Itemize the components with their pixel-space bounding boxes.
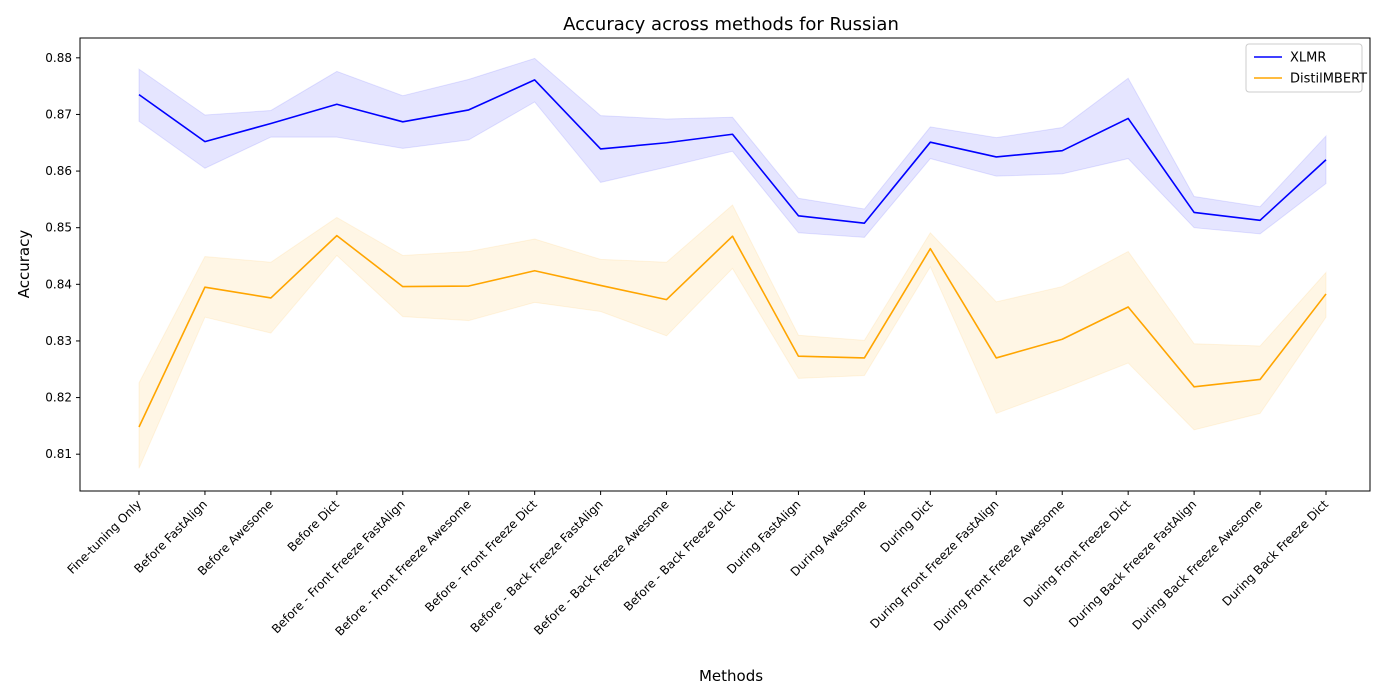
x-tick-label: During Back Freeze Dict [1219,497,1331,609]
series-line-0 [138,79,1327,224]
x-tick-label: Before - Front Freeze FastAlign [269,497,408,636]
confidence-band-0 [138,57,1327,238]
x-tick-label: During Dict [877,497,935,555]
series-lines [138,79,1327,428]
x-tick-label: Before Dict [285,497,342,554]
y-axis-title: Accuracy [15,230,33,299]
y-axis: 0.81 0.82 0.83 0.84 0.85 0.86 0.87 0.88 [45,51,80,461]
legend: XLMR DistilMBERT [1245,43,1367,93]
chart-title: Accuracy across methods for Russian [563,14,899,35]
series-line-1 [138,234,1327,428]
legend-label-1: DistilMBERT [1290,72,1367,87]
y-tick-label: 0.87 [45,107,72,121]
x-tick-label: Before - Front Freeze Dict [422,497,540,615]
confidence-band-1 [138,204,1327,469]
legend-box [1245,43,1363,93]
y-tick-label: 0.83 [45,334,72,348]
x-tick-label: During Front Freeze Awesome [931,497,1067,633]
y-tick-label: 0.85 [45,221,72,235]
y-tick-label: 0.81 [45,447,72,461]
legend-label-0: XLMR [1290,51,1326,66]
x-tick-label: During Back Freeze FastAlign [1066,497,1199,630]
x-tick-label: Before - Back Freeze Dict [621,497,738,614]
x-tick-label: During Back Freeze Awesome [1130,497,1266,633]
x-tick-label: Before - Front Freeze Awesome [332,497,473,638]
x-tick-label: Before - Back Freeze Awesome [531,497,671,637]
plot-area [79,37,1371,492]
confidence-bands [138,57,1327,469]
x-axis-title: Methods [699,667,763,685]
y-tick-label: 0.86 [45,164,72,178]
x-tick-label: During Front Freeze Dict [1021,497,1134,610]
y-tick-label: 0.82 [45,391,72,405]
x-tick-label: During Front Freeze FastAlign [867,497,1001,631]
y-tick-label: 0.84 [45,277,72,291]
y-tick-label: 0.88 [45,51,72,65]
x-tick-label: Before - Back Freeze FastAlign [468,497,606,635]
